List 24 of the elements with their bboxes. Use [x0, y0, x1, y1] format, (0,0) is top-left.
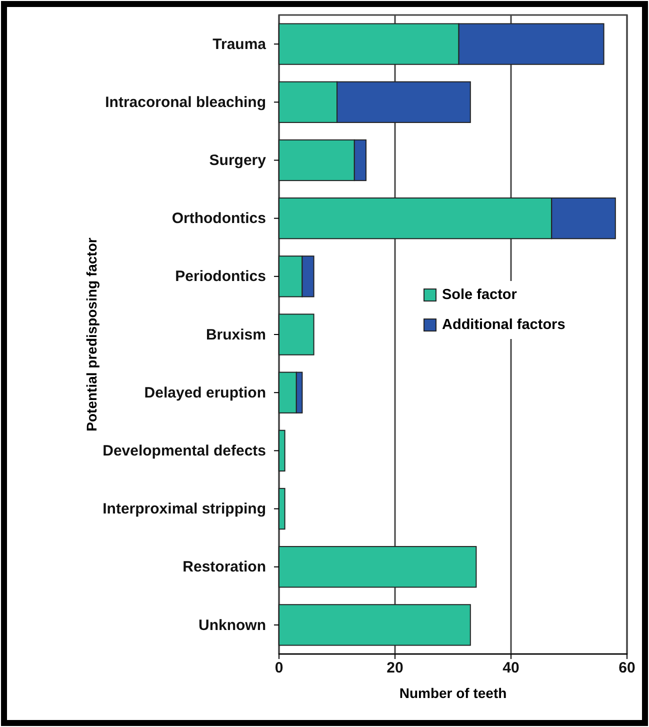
- y-tick-label: Unknown: [198, 616, 266, 634]
- y-tick-label: Bruxism: [206, 326, 266, 344]
- bar: [278, 314, 314, 356]
- x-tick-label: 20: [386, 660, 404, 677]
- bar: [278, 604, 471, 646]
- y-tick-label: Surgery: [209, 152, 267, 170]
- bar: [278, 546, 477, 588]
- bar: [278, 488, 286, 530]
- y-tick-label: Intracoronal bleaching: [105, 94, 266, 111]
- y-tick-label: Trauma: [212, 36, 267, 53]
- y-tick-label: Interproximal stripping: [102, 500, 266, 518]
- y-tick-label: Delayed eruption: [144, 384, 266, 402]
- y-tick-label: Developmental defects: [102, 442, 266, 460]
- legend-label: Sole factor: [442, 286, 518, 303]
- bar: [278, 430, 286, 472]
- y-tick-label: Periodontics: [175, 268, 266, 286]
- y-tick-label: Restoration: [182, 558, 266, 576]
- legend-label: Additional factors: [442, 316, 566, 333]
- x-tick-label: 60: [618, 660, 636, 677]
- x-axis-title: Number of teeth: [399, 685, 507, 701]
- y-axis-title: Potential predisposing factor: [83, 237, 100, 432]
- x-tick-label: 0: [274, 660, 284, 677]
- y-tick-label: Orthodontics: [172, 210, 266, 228]
- x-tick-label: 40: [502, 660, 520, 677]
